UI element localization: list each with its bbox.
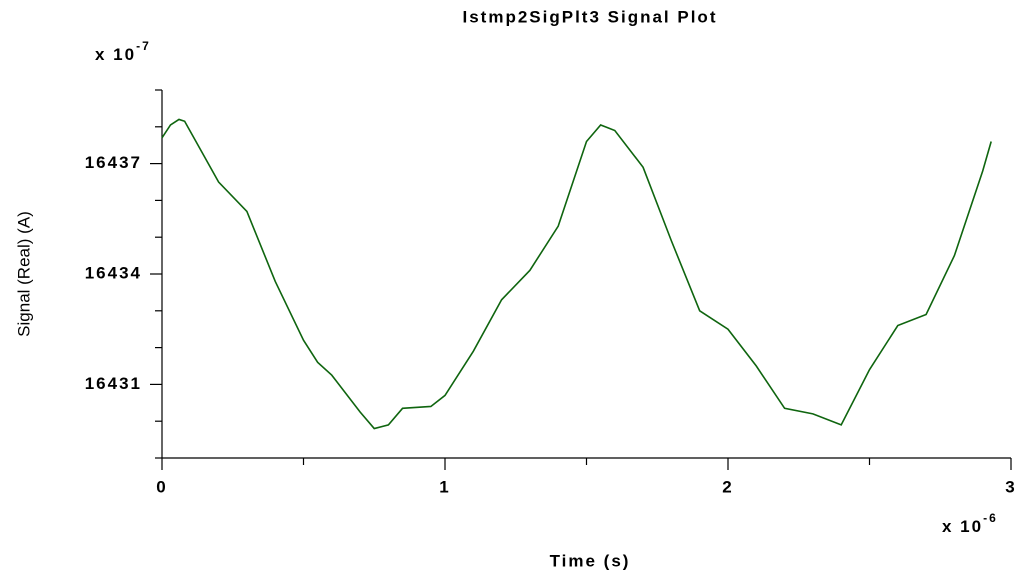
chart-title: Istmp2SigPlt3 Signal Plot [463, 7, 718, 26]
x-multiplier-base: x 10 [942, 517, 983, 536]
x-tick-label: 0 [156, 477, 167, 496]
x-tick-label: 2 [722, 477, 733, 496]
y-multiplier-exponent: -7 [136, 39, 151, 53]
y-tick-label: 16434 [85, 263, 142, 282]
y-tick-label: 16431 [85, 374, 142, 393]
x-multiplier-exponent: -6 [983, 511, 998, 525]
y-multiplier: x 10-7 [95, 39, 151, 64]
x-tick-label: 1 [439, 477, 450, 496]
y-axis-label: Signal (Real) (A) [14, 211, 33, 337]
x-multiplier: x 10-6 [942, 511, 998, 536]
x-tick-label: 3 [1005, 477, 1016, 496]
signal-line [161, 118, 992, 430]
y-tick-label: 16437 [85, 153, 142, 172]
y-multiplier-base: x 10 [95, 45, 136, 64]
x-axis-label: Time (s) [550, 551, 631, 570]
